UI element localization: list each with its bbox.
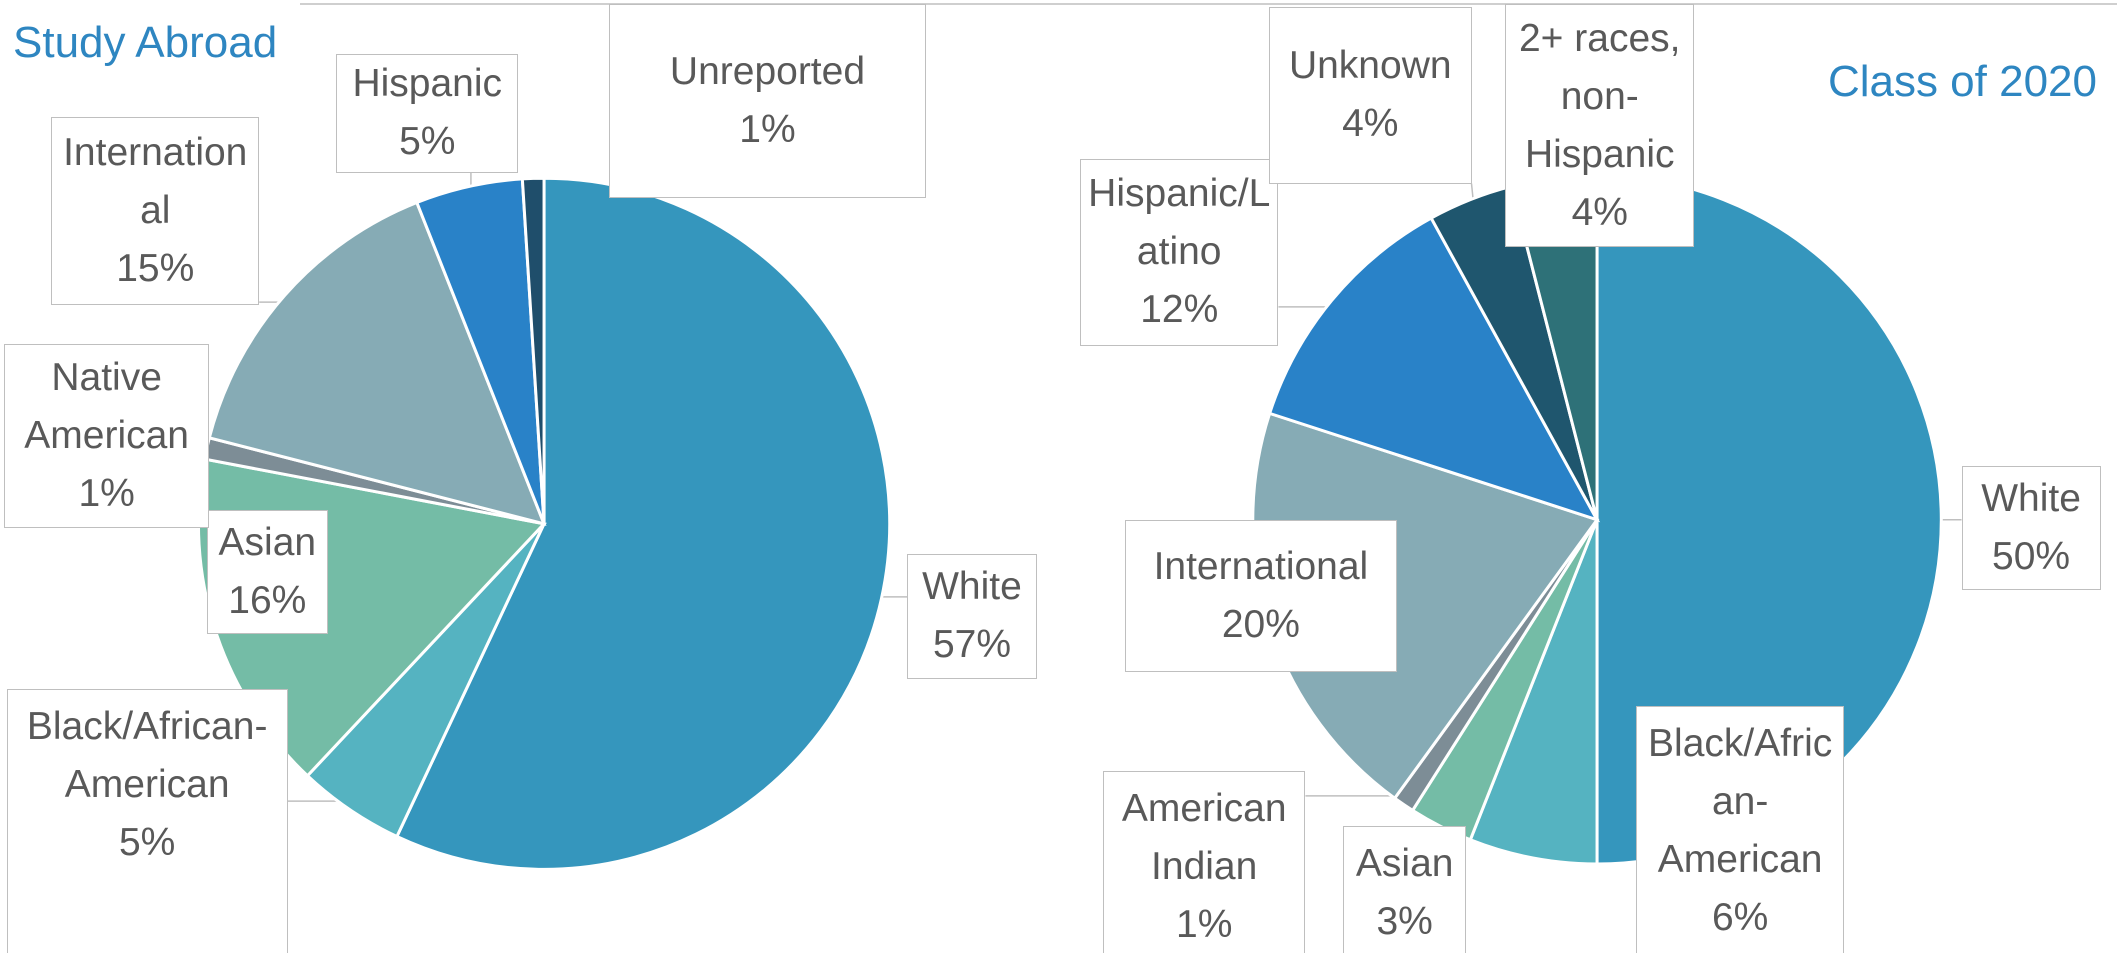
label-category: Asian [218, 521, 317, 565]
label-value: 4% [1571, 190, 1628, 234]
label-category: White [1981, 476, 2081, 520]
pie-slice [1267, 216, 1601, 523]
label-category: American Indian [1121, 786, 1287, 888]
data-label: Unreported 1% [608, 4, 927, 199]
data-label: Asian 3% [1343, 826, 1467, 953]
label-value: 1% [739, 108, 796, 152]
chart-title: Study Abroad [13, 18, 278, 67]
label-category: International [63, 131, 248, 233]
data-label: International 15% [51, 117, 260, 306]
data-label: Black/African-American 6% [1636, 706, 1845, 953]
label-category: Unreported [669, 50, 866, 94]
label-category: Unknown [1288, 44, 1452, 88]
label-value: 57% [932, 623, 1012, 667]
chart-title: Class of 2020 [1827, 57, 2097, 106]
data-label: Black/African-American 5% [6, 688, 288, 953]
label-value: 15% [116, 247, 195, 291]
data-label: Native American 1% [4, 344, 210, 528]
data-label: Hispanic 5% [336, 54, 519, 173]
data-label: 2+ races, non-Hispanic 4% [1505, 4, 1695, 248]
pie-slice [1468, 519, 1599, 866]
label-category: Native American [24, 356, 189, 458]
label-value: 1% [1176, 902, 1233, 946]
slices [196, 173, 1943, 871]
data-label: White 57% [907, 553, 1037, 680]
label-value: 1% [78, 472, 135, 516]
label-value: 20% [1221, 603, 1300, 647]
label-value: 6% [1711, 896, 1769, 940]
data-label: American Indian 1% [1102, 770, 1306, 953]
label-value: 50% [1992, 534, 2071, 578]
label-category: White [922, 565, 1022, 609]
pie-slice [520, 176, 546, 524]
data-label: International 20% [1124, 519, 1398, 673]
label-value: 12% [1140, 288, 1219, 332]
label-value: 3% [1376, 900, 1433, 944]
label-value: 4% [1342, 102, 1399, 146]
label-value: 5% [118, 820, 176, 864]
data-label: Asian 16% [206, 510, 329, 635]
pie-slice [394, 176, 892, 871]
label-category: Black/African-American [26, 704, 268, 806]
data-label: White 50% [1961, 465, 2101, 590]
pie-slice [207, 200, 547, 526]
label-category: 2+ races, non-Hispanic [1518, 16, 1681, 176]
data-label: Hispanic/Latino 12% [1080, 159, 1279, 346]
label-category: International [1153, 545, 1369, 589]
data-label: Unknown 4% [1269, 6, 1472, 184]
label-category: Asian [1355, 842, 1454, 886]
label-value: 16% [228, 579, 307, 623]
label-value: 5% [399, 120, 456, 164]
label-category: Hispanic/Latino [1088, 172, 1271, 274]
label-category: Black/African-American [1648, 722, 1833, 882]
label-category: Hispanic [352, 62, 503, 106]
